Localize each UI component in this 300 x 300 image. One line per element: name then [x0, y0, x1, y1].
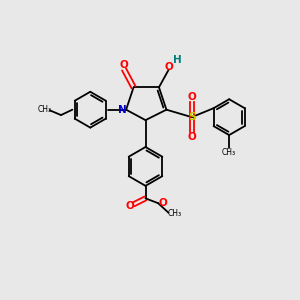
Text: O: O	[120, 61, 128, 70]
Text: N: N	[118, 105, 127, 115]
Text: S: S	[188, 112, 196, 122]
Text: CH₃: CH₃	[168, 209, 182, 218]
Text: O: O	[188, 132, 196, 142]
Text: O: O	[165, 62, 173, 72]
Text: CH₃: CH₃	[222, 148, 236, 158]
Text: O: O	[188, 92, 196, 102]
Text: O: O	[158, 199, 167, 208]
Text: H: H	[173, 56, 182, 65]
Text: O: O	[125, 200, 134, 211]
Text: CH₃: CH₃	[37, 105, 51, 114]
